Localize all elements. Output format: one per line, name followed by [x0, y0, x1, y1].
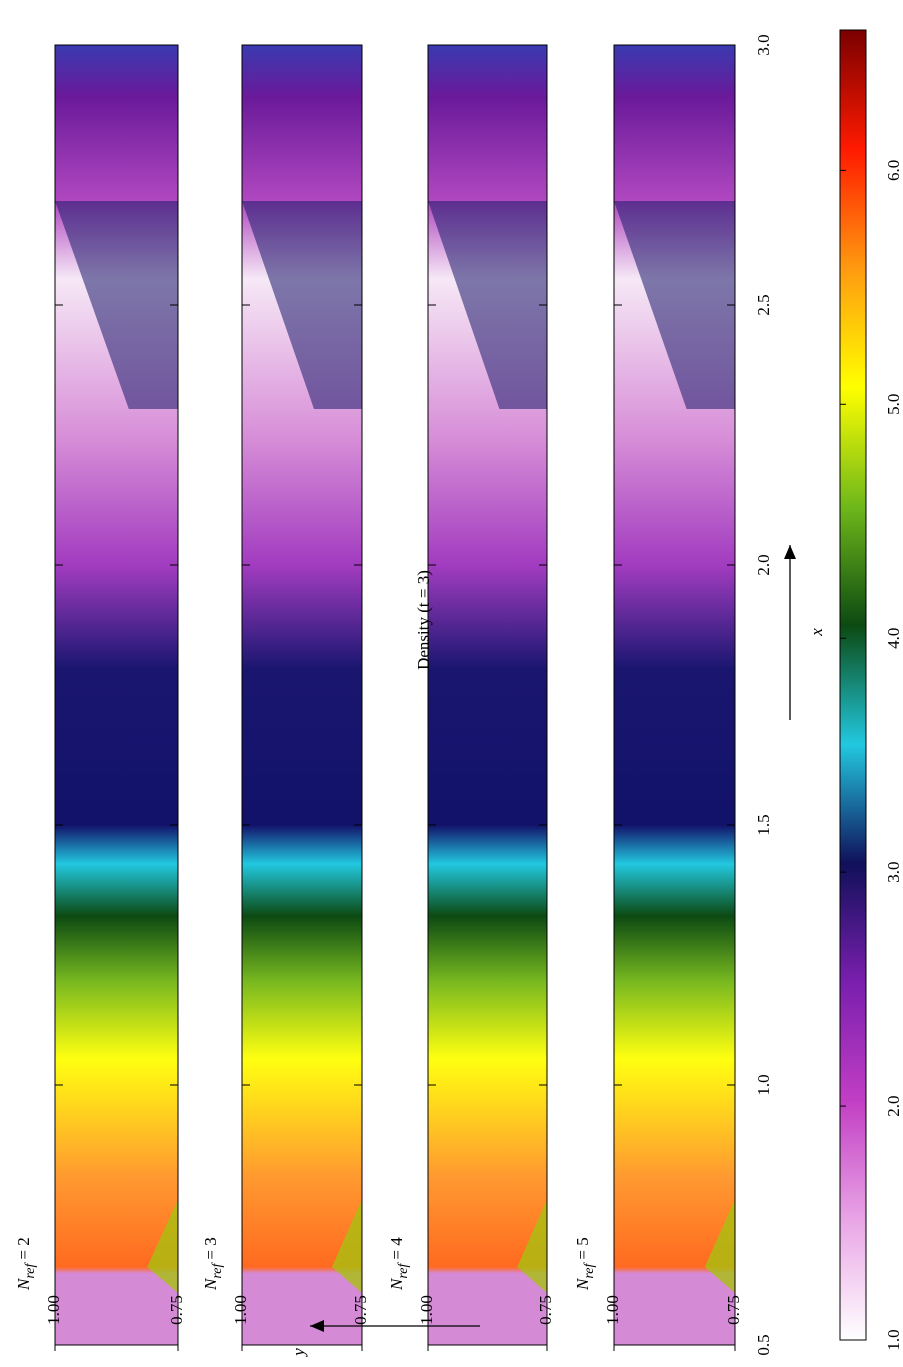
x-tick-label: 0.5 — [754, 1334, 773, 1355]
panel-label: Nref = 5 — [573, 1237, 597, 1291]
bow-region — [704, 1199, 735, 1293]
y-tick-label: 0.75 — [351, 1295, 370, 1325]
panel-subscript: ref — [396, 1262, 411, 1279]
y-arrowhead — [310, 1320, 324, 1332]
shock-region — [614, 201, 735, 409]
chart-title: Density (t = 3) — [414, 570, 433, 670]
x-tick-label: 1.5 — [754, 814, 773, 835]
colorbar-tick-label: 4.0 — [884, 628, 903, 649]
panel-subscript: ref — [582, 1262, 597, 1279]
shock-region — [55, 201, 178, 409]
panel-suffix: = 5 — [573, 1237, 592, 1259]
panel-frame — [241, 44, 363, 1346]
colorbar-tick-label: 6.0 — [884, 160, 903, 181]
panel-label: Nref = 3 — [201, 1237, 225, 1291]
y-tick-label: 1.00 — [44, 1295, 63, 1325]
y-tick-label: 0.75 — [167, 1295, 186, 1325]
colorbar — [839, 29, 867, 1341]
x-tick-label: 2.0 — [754, 554, 773, 575]
shock-region — [242, 201, 362, 409]
colorbar-tick-label: 5.0 — [884, 394, 903, 415]
bow-region — [517, 1199, 547, 1293]
panel-subscript: ref — [210, 1262, 225, 1279]
panel-symbol: N — [387, 1277, 406, 1291]
panel-symbol: N — [14, 1277, 33, 1291]
y-tick-label: 1.00 — [417, 1295, 436, 1325]
panel-symbol: N — [573, 1277, 592, 1291]
x-arrowhead — [784, 545, 796, 559]
y-tick-label: 0.75 — [724, 1295, 743, 1325]
bow-region — [332, 1199, 362, 1293]
y-axis-label: y — [289, 1348, 308, 1358]
panel-frame — [427, 44, 548, 1346]
colorbar-tick-label: 2.0 — [884, 1095, 903, 1116]
panel-frame — [54, 44, 179, 1346]
panel-label: Nref = 4 — [387, 1237, 411, 1291]
x-tick-label: 2.5 — [754, 294, 773, 315]
x-tick-label: 3.0 — [754, 34, 773, 55]
panel-subscript: ref — [23, 1262, 38, 1279]
colorbar-tick-label: 1.0 — [884, 1329, 903, 1350]
x-tick-label: 1.0 — [754, 1074, 773, 1095]
x-axis-label: x — [807, 628, 826, 637]
panel-suffix: = 4 — [387, 1237, 406, 1260]
panel-label: Nref = 2 — [14, 1237, 38, 1291]
y-tick-label: 0.75 — [536, 1295, 555, 1325]
colorbar-tick-label: 3.0 — [884, 862, 903, 883]
panel-suffix: = 2 — [14, 1237, 33, 1259]
y-tick-label: 1.00 — [603, 1295, 622, 1325]
panel-suffix: = 3 — [201, 1237, 220, 1259]
bow-region — [147, 1199, 178, 1293]
panel-frame — [613, 44, 736, 1346]
shock-region — [428, 201, 547, 409]
y-tick-label: 1.00 — [231, 1295, 250, 1325]
panel-symbol: N — [201, 1277, 220, 1291]
